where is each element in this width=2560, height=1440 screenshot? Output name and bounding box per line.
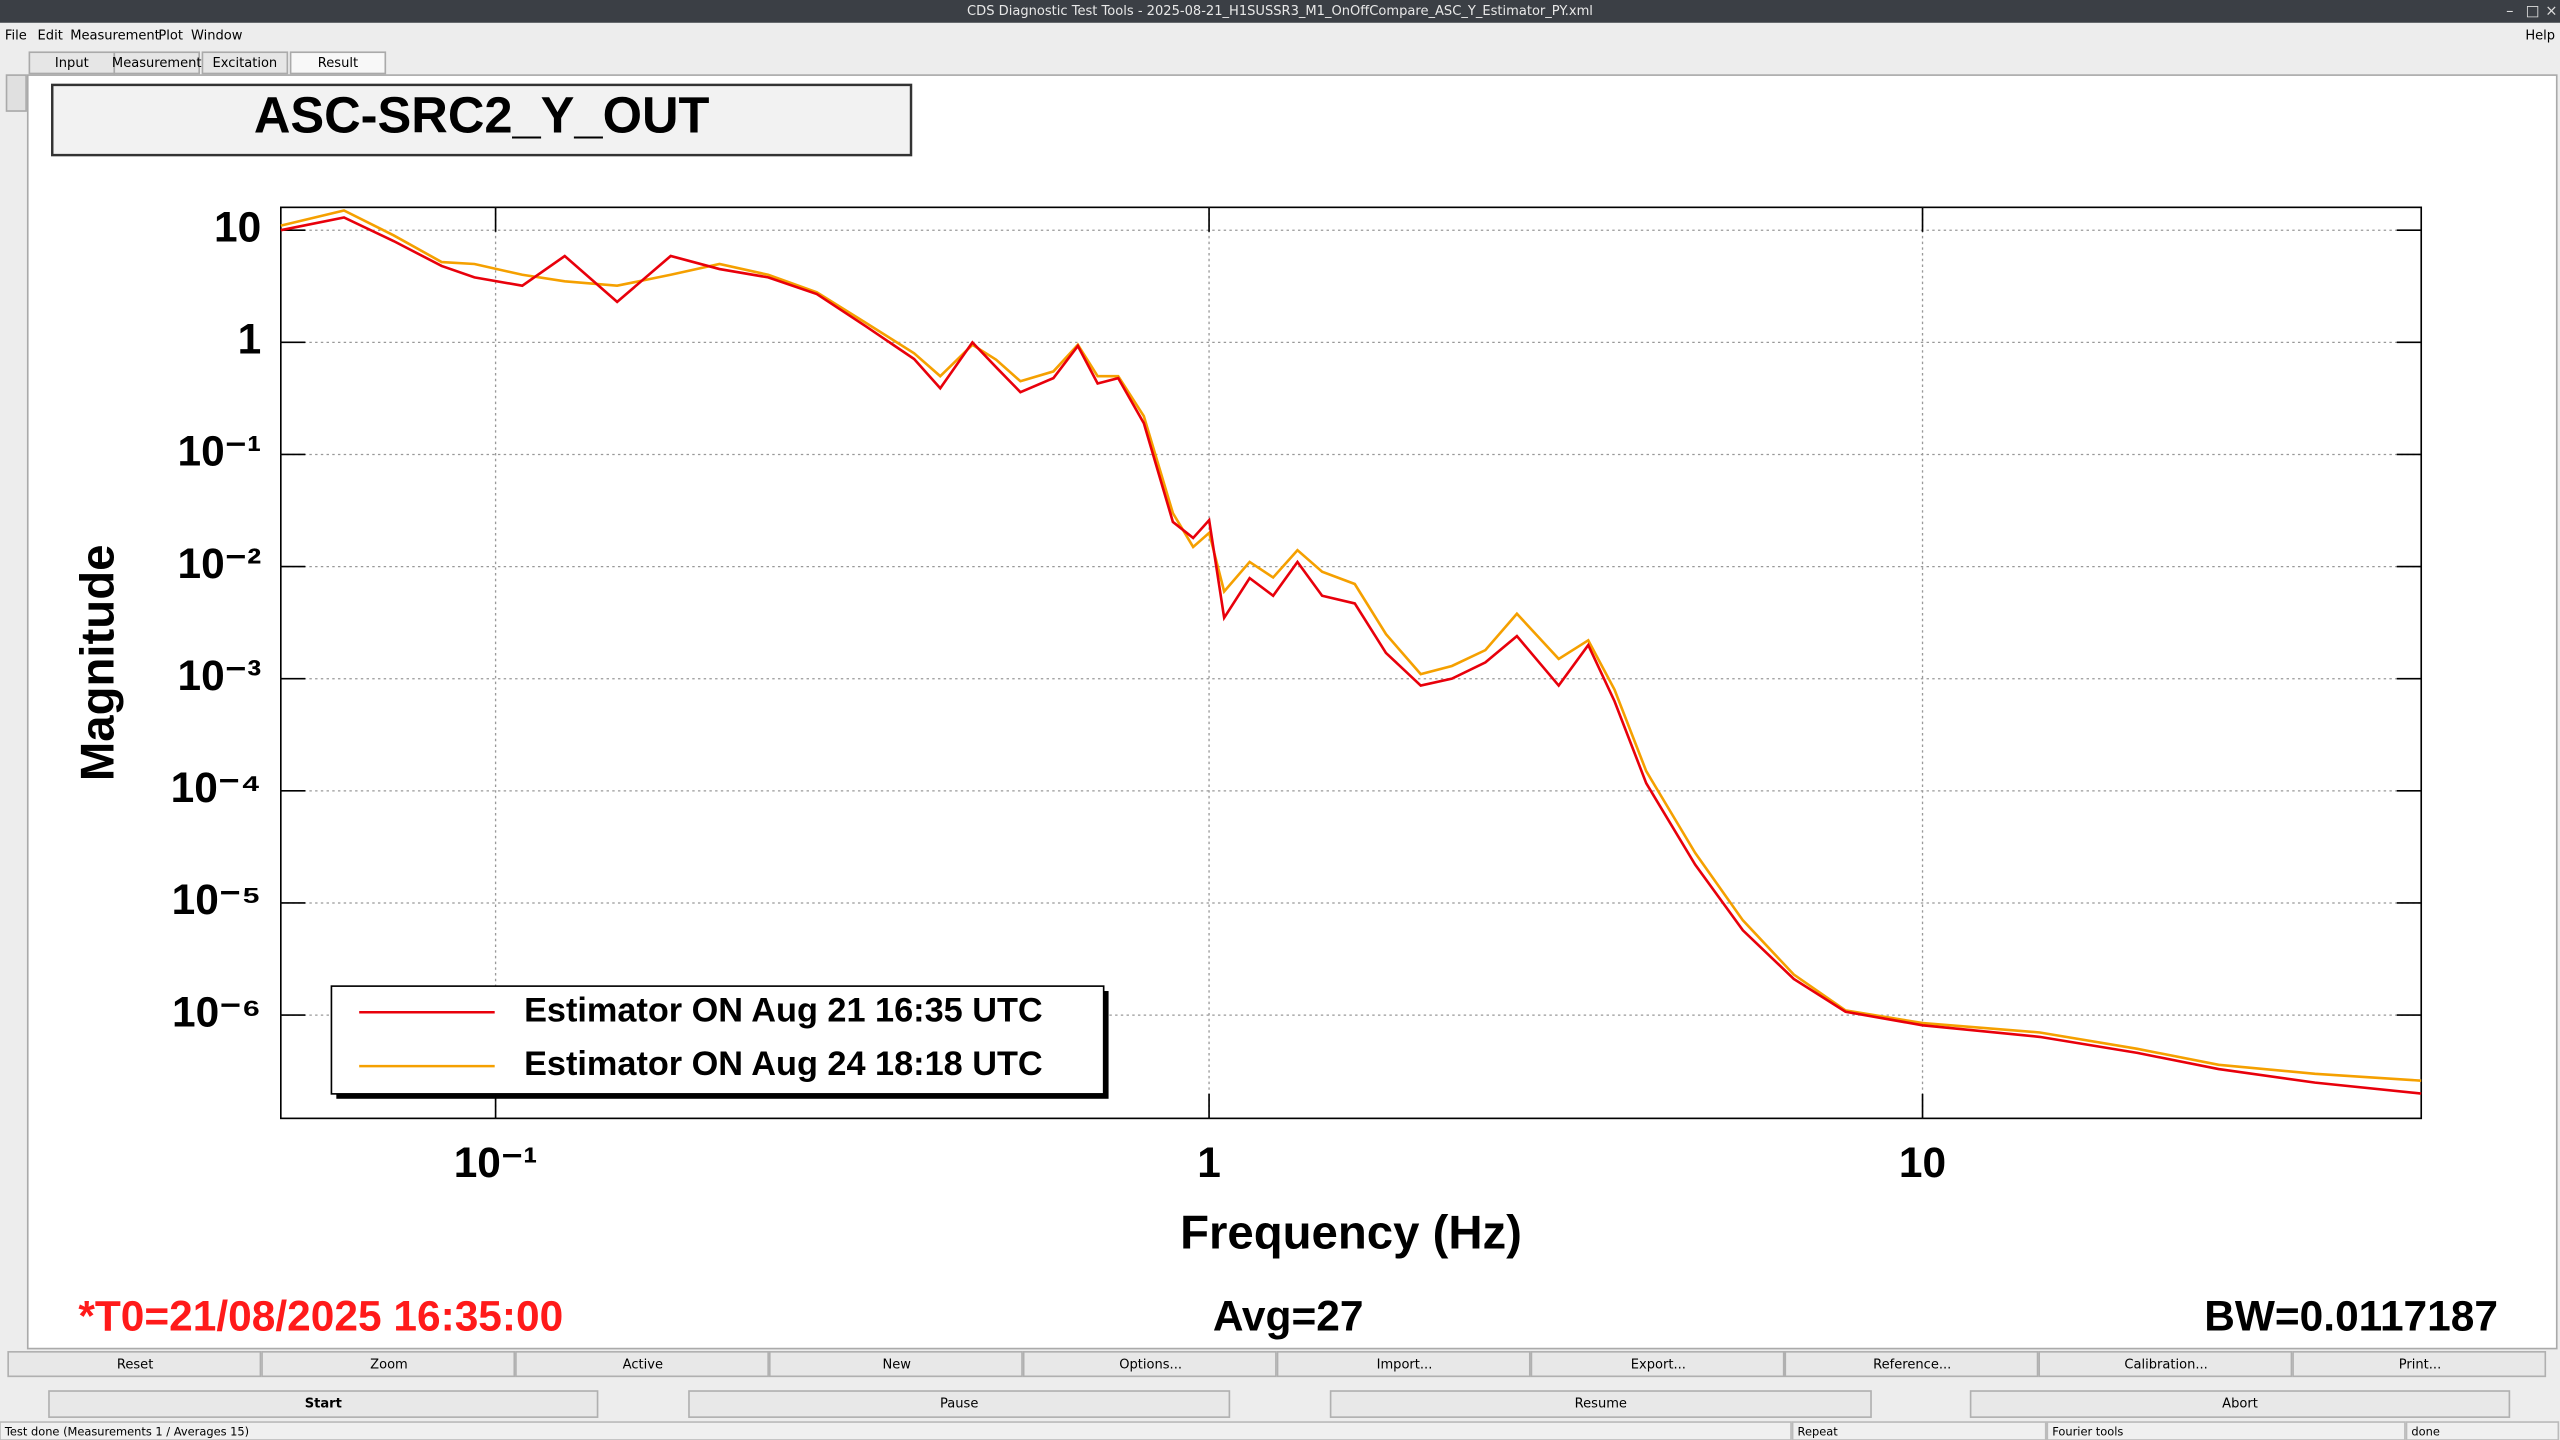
x-tick-label: 10⁻¹	[454, 1139, 538, 1186]
x-tick-label: 10	[1899, 1139, 1946, 1186]
menu-item[interactable]: Help	[2525, 28, 2555, 43]
legend-label: Estimator ON Aug 21 16:35 UTC	[524, 991, 1043, 1029]
control-button[interactable]	[48, 1390, 599, 1418]
close[interactable]: ×	[2545, 2, 2557, 19]
button-label[interactable]: Active	[623, 1357, 663, 1372]
menu-item[interactable]: Measurement	[70, 28, 160, 43]
menu-item[interactable]: Plot	[158, 28, 183, 43]
button-label[interactable]: Zoom	[370, 1357, 408, 1372]
button[interactable]	[515, 1351, 769, 1378]
tab[interactable]	[289, 51, 387, 75]
button[interactable]	[2038, 1351, 2293, 1378]
control-button[interactable]	[1969, 1390, 2511, 1418]
status-cell	[0, 1421, 1792, 1440]
y-tick-label: 10⁻⁵	[172, 876, 262, 923]
menu-item[interactable]: File	[5, 28, 27, 43]
minimize[interactable]: –	[2506, 2, 2513, 19]
menu-bar	[0, 22, 2560, 49]
status-text: done	[2411, 1424, 2439, 1438]
button[interactable]	[261, 1351, 516, 1378]
status-cell	[2046, 1421, 2406, 1440]
maximize[interactable]: □	[2526, 2, 2540, 19]
tab-row	[0, 48, 2560, 76]
series-line	[280, 209, 2422, 1082]
window-title: CDS Diagnostic Test Tools - 2025-08-21_H…	[967, 4, 1593, 19]
tab-label[interactable]: Result	[318, 56, 358, 71]
button[interactable]	[2292, 1351, 2547, 1378]
status-text: Repeat	[1798, 1424, 1839, 1438]
button-label[interactable]: Calibration...	[2124, 1357, 2207, 1372]
tab-label[interactable]: Measurement	[112, 56, 202, 71]
plot-title-box	[51, 83, 913, 157]
status-cell	[1791, 1421, 2047, 1440]
title-bar	[0, 0, 2560, 23]
x-axis-label: Frequency (Hz)	[1180, 1206, 1522, 1259]
button[interactable]	[768, 1351, 1023, 1378]
status-text: Test done (Measurements 1 / Averages 15)	[4, 1424, 249, 1438]
y-tick-label: 10⁻³	[177, 652, 261, 699]
tab[interactable]	[201, 51, 289, 75]
y-axis-label: Magnitude	[72, 545, 125, 782]
menu-item[interactable]: Edit	[38, 28, 63, 43]
button[interactable]	[7, 1351, 262, 1378]
plot-title: ASC-SRC2_Y_OUT	[254, 87, 710, 144]
tab-label[interactable]: Excitation	[213, 56, 278, 71]
chart: 10⁻⁶ 10⁻⁵ 10⁻⁴ 10⁻³ 10⁻² 10⁻¹ 1 10 10⁻¹ 1 10 Freque…	[72, 203, 2423, 1259]
button-label[interactable]: Print...	[2399, 1357, 2441, 1372]
button-label[interactable]: Options...	[1119, 1357, 1182, 1372]
t0: *T0=21/08/2025 16:35:00	[78, 1292, 563, 1339]
y-tick-label: 10⁻⁴	[171, 764, 262, 811]
button[interactable]	[1530, 1351, 1785, 1378]
bw: BW=0.0117187	[2204, 1292, 2498, 1339]
control-button[interactable]	[1329, 1390, 1872, 1418]
button-label[interactable]: Export...	[1631, 1357, 1686, 1372]
control-label[interactable]: Pause	[940, 1397, 978, 1412]
button-label[interactable]: New	[883, 1357, 912, 1372]
control-label[interactable]: Start	[305, 1397, 342, 1412]
series-line	[280, 216, 2422, 1095]
button-label[interactable]: Import...	[1377, 1357, 1433, 1372]
menu-item[interactable]: Window	[191, 28, 243, 43]
tab[interactable]	[113, 51, 200, 75]
tab-label[interactable]: Input	[55, 56, 89, 71]
button-label[interactable]: Reset	[117, 1357, 153, 1372]
y-tick-label: 10⁻⁶	[172, 988, 261, 1035]
control-label[interactable]: Abort	[2222, 1397, 2258, 1412]
status-cell	[2405, 1421, 2560, 1440]
avg: Avg=27	[1213, 1292, 1364, 1339]
button[interactable]	[1276, 1351, 1531, 1378]
y-tick-label: 10	[214, 203, 261, 250]
button[interactable]	[1784, 1351, 2039, 1378]
status-text: Fourier tools	[2052, 1424, 2123, 1438]
legend-label: Estimator ON Aug 24 18:18 UTC	[524, 1045, 1043, 1083]
control-label[interactable]: Resume	[1575, 1397, 1627, 1412]
control-button[interactable]	[688, 1390, 1231, 1418]
plot-area	[280, 206, 2423, 1120]
scroll-strip[interactable]	[5, 74, 27, 112]
x-tick-label: 1	[1197, 1139, 1221, 1186]
y-tick-label: 10⁻²	[177, 540, 261, 587]
y-tick-label: 1	[238, 316, 262, 363]
button-label[interactable]: Reference...	[1873, 1357, 1951, 1372]
button[interactable]	[1022, 1351, 1277, 1378]
legend	[330, 985, 1105, 1095]
y-tick-label: 10⁻¹	[177, 428, 261, 475]
